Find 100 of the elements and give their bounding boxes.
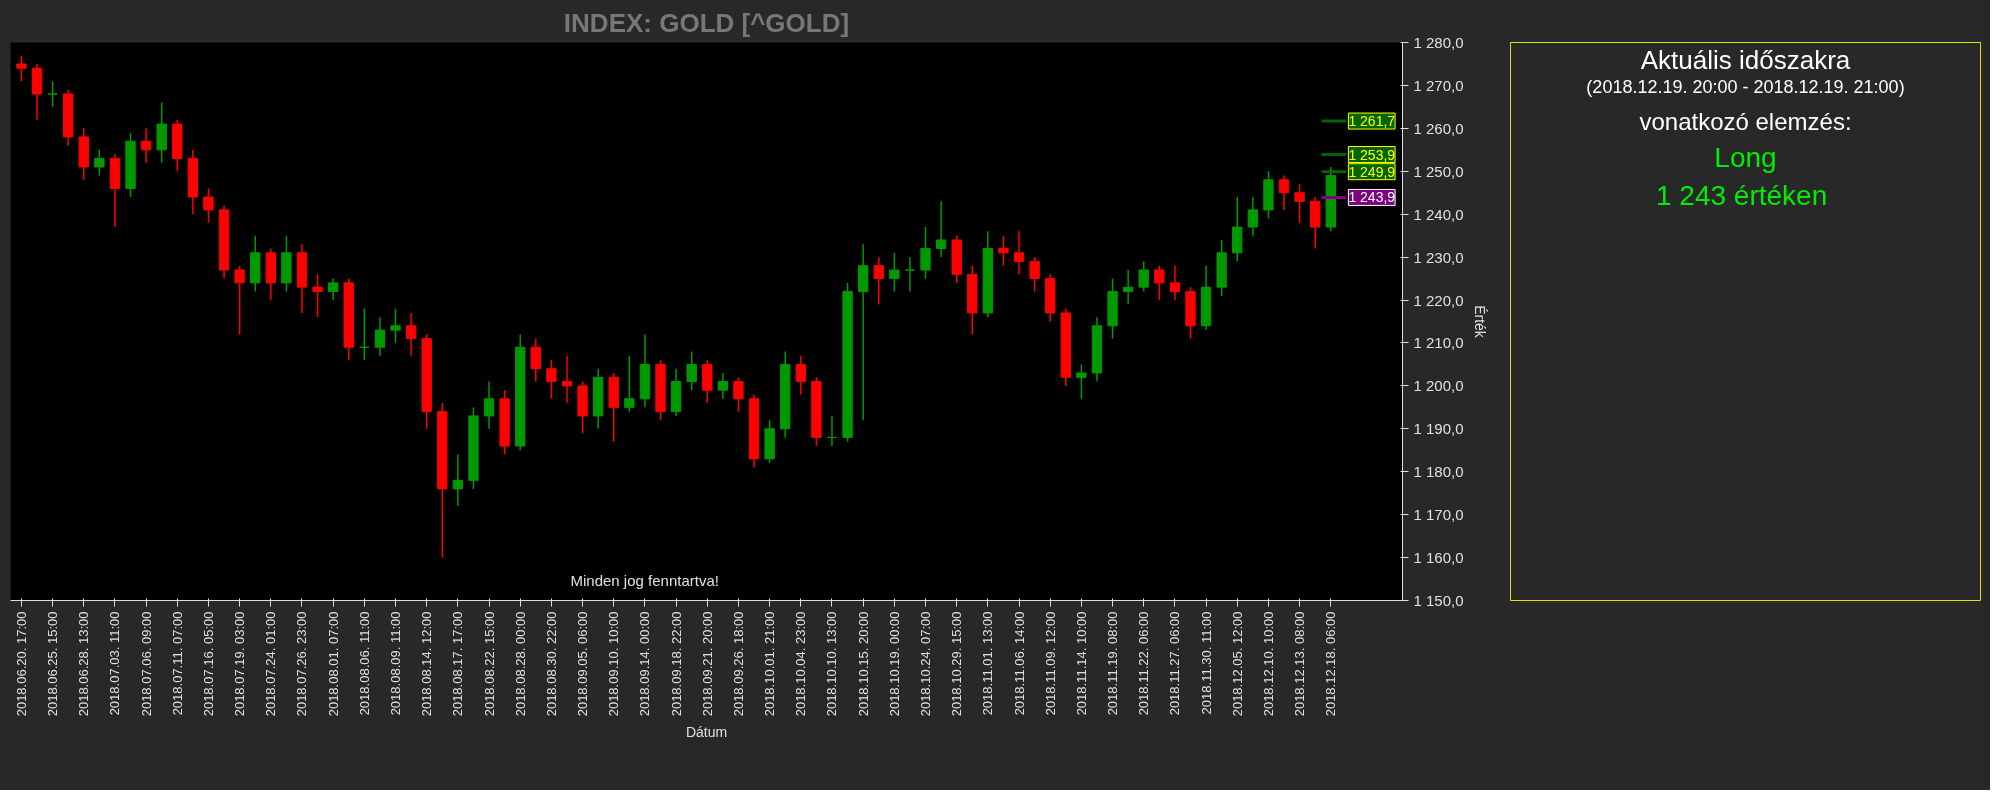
x-tick-label: 2018.10.29. 15:00 bbox=[949, 611, 965, 717]
x-tick-label: 2018.11.09. 12:00 bbox=[1042, 611, 1058, 716]
x-tick-label: 2018.07.11. 07:00 bbox=[169, 611, 185, 716]
y-tick-label: 1 150,0 bbox=[1413, 592, 1464, 609]
x-tick-label: 2018.10.24. 07:00 bbox=[918, 611, 934, 717]
y-tick-label: 1 210,0 bbox=[1413, 334, 1464, 352]
candlestick bbox=[94, 149, 105, 177]
x-tick-label: 2018.11.22. 06:00 bbox=[1136, 611, 1152, 716]
x-tick-label: 2018.07.16. 05:00 bbox=[200, 611, 216, 717]
x-tick-label: 2018.09.18. 22:00 bbox=[668, 611, 684, 717]
x-tick-label: 2018.11.30. 11:00 bbox=[1198, 611, 1214, 715]
candlestick bbox=[546, 359, 557, 400]
candlestick bbox=[359, 307, 370, 361]
x-tick-label: 2018.11.01. 13:00 bbox=[980, 611, 996, 716]
text: Long bbox=[1714, 141, 1777, 173]
y-tick-label: 1 220,0 bbox=[1413, 291, 1464, 309]
ref-line-label: 1 243,9 bbox=[1348, 189, 1396, 206]
candlestick bbox=[1247, 196, 1259, 237]
x-tick-label: 2018.10.10. 13:00 bbox=[824, 611, 840, 717]
candlestick bbox=[624, 355, 635, 413]
annotation: Minden jog fenntartva! bbox=[570, 571, 719, 589]
x-tick-label: 2018.10.04. 23:00 bbox=[793, 611, 809, 717]
candlestick bbox=[1169, 264, 1181, 301]
candlestick bbox=[374, 316, 386, 357]
x-tick-label: 2018.09.05. 06:00 bbox=[575, 611, 591, 717]
text: 1 243 értéken bbox=[1655, 179, 1828, 211]
candlestick bbox=[889, 252, 900, 293]
x-tick-label: 2018.10.15. 20:00 bbox=[855, 611, 871, 717]
candlestick bbox=[483, 380, 495, 430]
candlestick bbox=[1294, 183, 1305, 224]
x-tick-label: 2018.08.01. 07:00 bbox=[325, 611, 341, 717]
y-tick-label: 1 160,0 bbox=[1413, 549, 1464, 567]
candlestick bbox=[561, 355, 573, 404]
candlestick bbox=[234, 264, 245, 336]
x-tick-label: 2018.11.06. 14:00 bbox=[1011, 611, 1027, 716]
ref-line-label: 1 261,7 bbox=[1348, 113, 1396, 130]
candlestick bbox=[1013, 230, 1025, 276]
candlestick bbox=[873, 256, 884, 306]
x-tick-label: 2018.12.05. 12:00 bbox=[1229, 611, 1245, 717]
x-tick-label: 2018.09.14. 00:00 bbox=[637, 611, 653, 717]
x-axis-title: Dátum bbox=[685, 724, 728, 741]
x-tick-label: 2018.07.26. 23:00 bbox=[294, 611, 310, 717]
x-tick-label: 2018.07.06. 09:00 bbox=[138, 611, 154, 717]
ref-line-label: 1 253,9 bbox=[1348, 146, 1396, 163]
candlestick bbox=[935, 200, 947, 258]
candlestick bbox=[795, 355, 806, 396]
candlestick bbox=[405, 312, 417, 357]
x-tick-label: 2018.12.13. 08:00 bbox=[1292, 611, 1308, 717]
x-tick-label: 2018.11.19. 08:00 bbox=[1105, 611, 1121, 716]
y-tick-label: 1 230,0 bbox=[1413, 248, 1464, 266]
x-tick-label: 2018.09.26. 18:00 bbox=[730, 611, 746, 717]
text: (2018.12.19. 20:00 - 2018.12.19. 21:00) bbox=[1586, 76, 1905, 97]
x-tick-label: 2018.11.14. 10:00 bbox=[1073, 611, 1089, 716]
candlestick bbox=[733, 376, 744, 413]
y-tick-label: 1 170,0 bbox=[1413, 506, 1464, 524]
y-tick-label: 1 180,0 bbox=[1413, 463, 1464, 481]
x-tick-label: 2018.08.09. 11:00 bbox=[388, 611, 404, 716]
x-tick-label: 2018.06.20. 17:00 bbox=[13, 611, 29, 717]
x-tick-label: 2018.12.10. 10:00 bbox=[1260, 611, 1276, 717]
candlestick bbox=[904, 256, 916, 293]
x-tick-label: 2018.08.14. 12:00 bbox=[419, 611, 435, 717]
candlestick bbox=[312, 273, 323, 318]
candlestick bbox=[1154, 264, 1165, 301]
candlestick bbox=[16, 54, 27, 82]
candlestick bbox=[920, 226, 931, 280]
y-tick-label: 1 280,0 bbox=[1413, 34, 1464, 51]
y-tick-label: 1 270,0 bbox=[1413, 76, 1464, 94]
text: vonatkozó elemzés: bbox=[1639, 107, 1852, 135]
candlestick bbox=[1076, 363, 1087, 400]
candlestick bbox=[1138, 260, 1149, 293]
candlestick bbox=[452, 453, 464, 507]
x-tick-label: 2018.12.18. 06:00 bbox=[1323, 611, 1339, 717]
candlestick bbox=[47, 80, 58, 108]
x-tick-label: 2018.07.03. 11:00 bbox=[107, 611, 123, 716]
candlestick bbox=[1278, 174, 1290, 211]
text: Aktuális időszakra bbox=[1640, 44, 1851, 75]
y-tick-label: 1 260,0 bbox=[1413, 119, 1464, 137]
x-tick-label: 2018.06.25. 15:00 bbox=[45, 611, 61, 717]
y-axis-title: Érték bbox=[1471, 305, 1488, 339]
candlestick bbox=[140, 127, 152, 164]
x-tick-label: 2018.06.28. 13:00 bbox=[76, 611, 92, 717]
ref-line-label: 1 249,9 bbox=[1348, 163, 1396, 180]
x-tick-label: 2018.11.27. 06:00 bbox=[1167, 611, 1183, 716]
candlestick bbox=[390, 307, 401, 344]
x-tick-label: 2018.08.22. 15:00 bbox=[481, 611, 497, 717]
y-tick-label: 1 240,0 bbox=[1413, 205, 1464, 223]
x-tick-label: 2018.08.30. 22:00 bbox=[543, 611, 559, 717]
x-tick-label: 2018.10.19. 00:00 bbox=[886, 611, 902, 717]
candlestick bbox=[530, 337, 541, 383]
candlestick bbox=[327, 277, 339, 301]
x-tick-label: 2018.08.06. 11:00 bbox=[356, 611, 372, 716]
x-tick-label: 2018.09.10. 10:00 bbox=[606, 611, 622, 717]
x-tick-label: 2018.07.24. 01:00 bbox=[263, 611, 279, 717]
x-tick-label: 2018.07.19. 03:00 bbox=[232, 611, 248, 717]
candlestick bbox=[998, 234, 1009, 267]
x-tick-label: 2018.08.17. 17:00 bbox=[450, 611, 466, 717]
chart-title: INDEX: GOLD [^GOLD] bbox=[563, 7, 850, 38]
candlestick bbox=[717, 372, 729, 400]
candlestick bbox=[203, 187, 214, 224]
candlestick bbox=[1122, 269, 1134, 306]
